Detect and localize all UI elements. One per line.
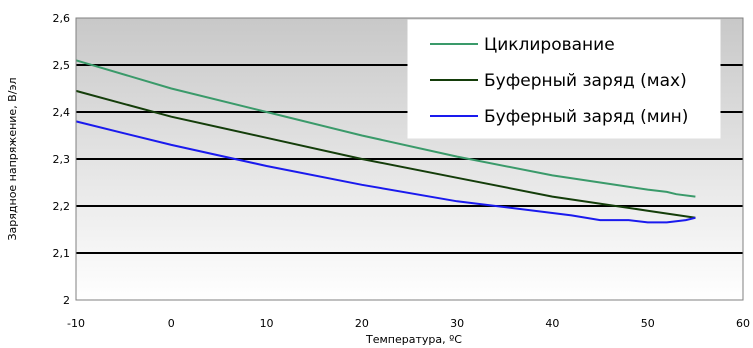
legend-label: Циклирование xyxy=(484,35,615,55)
x-tick-label: 20 xyxy=(355,317,369,330)
x-tick-label: 60 xyxy=(736,317,750,330)
legend-label: Буферный заряд (мах) xyxy=(484,71,687,91)
y-tick-label: 2 xyxy=(63,294,70,307)
y-tick-label: 2,6 xyxy=(53,12,71,25)
y-tick-label: 2,2 xyxy=(53,200,71,213)
legend: Циклирование Буферный заряд (мах) Буферный… xyxy=(408,20,720,138)
y-tick-label: 2,4 xyxy=(53,106,71,119)
y-tick-label: 2,1 xyxy=(53,247,71,260)
x-tick-label: 40 xyxy=(545,317,559,330)
y-tick-label: 2,5 xyxy=(53,59,71,72)
y-tick-labels: 2 2,1 2,2 2,3 2,4 2,5 2,6 xyxy=(53,12,71,307)
legend-label: Буферный заряд (мин) xyxy=(484,107,688,127)
x-tick-label: -10 xyxy=(67,317,85,330)
x-axis-title: Температура, ºС xyxy=(365,333,462,346)
x-tick-label: 0 xyxy=(168,317,175,330)
x-tick-label: 30 xyxy=(450,317,464,330)
y-axis-title: Зарядное напряжение, В/эл xyxy=(6,77,19,240)
x-tick-label: 50 xyxy=(641,317,655,330)
x-tick-labels: -10 0 10 20 30 40 50 60 xyxy=(67,317,750,330)
x-tick-label: 10 xyxy=(260,317,274,330)
y-tick-label: 2,3 xyxy=(53,153,71,166)
